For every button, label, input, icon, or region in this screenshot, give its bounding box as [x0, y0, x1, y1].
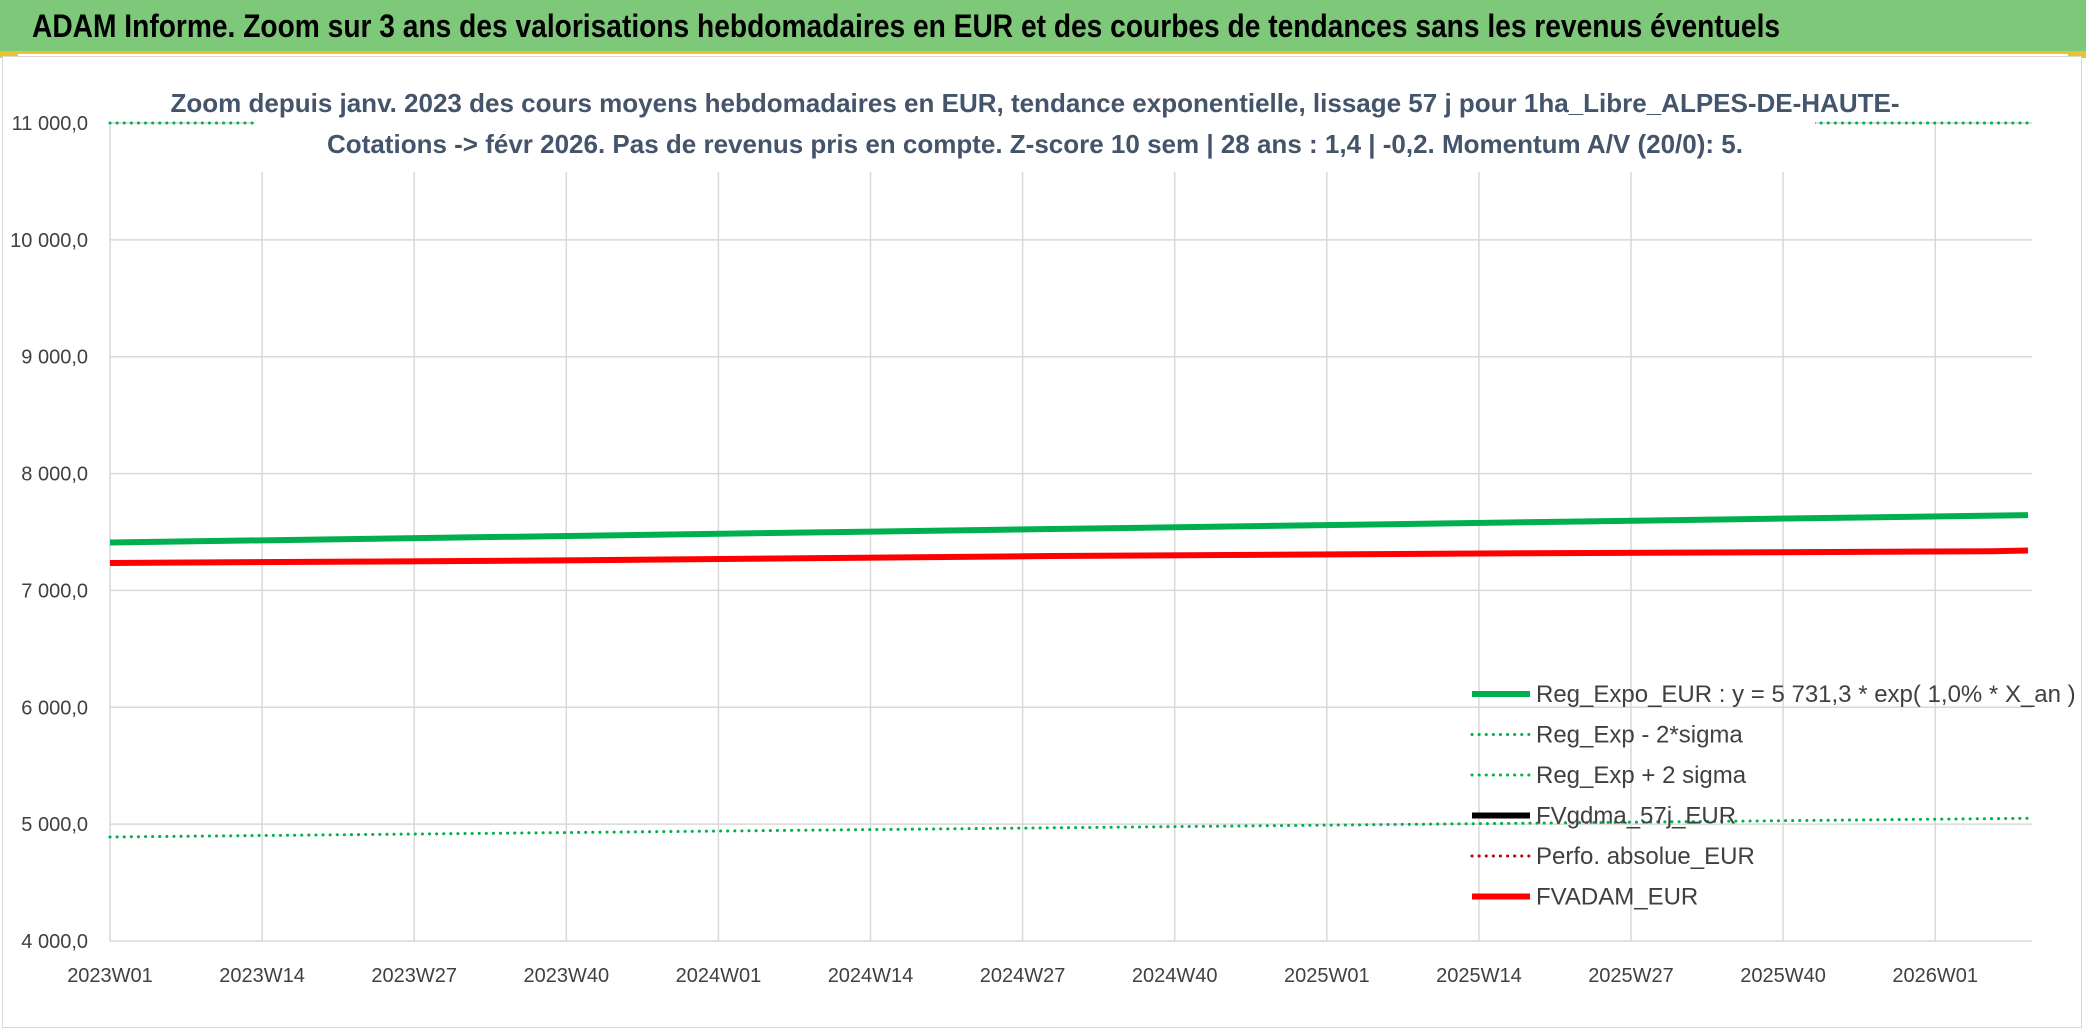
x-tick-label: 2023W27	[371, 965, 457, 987]
y-tick-label: 10 000,0	[10, 230, 88, 252]
y-tick-label: 5 000,0	[21, 814, 88, 836]
legend-entry-2: Reg_Exp + 2 sigma	[1536, 762, 1747, 789]
legend-entry-1: Reg_Exp - 2*sigma	[1536, 722, 1743, 749]
legend-entry-0: Reg_Expo_EUR : y = 5 731,3 * exp( 1,0% *…	[1536, 681, 2076, 708]
y-tick-label: 11 000,0	[12, 113, 88, 135]
x-axis-ticks: 2023W01 2023W14 2023W27 2023W40 2024W01 2024W…	[67, 965, 1978, 987]
y-tick-label: 9 000,0	[21, 347, 88, 369]
y-tick-label: 7 000,0	[21, 580, 88, 602]
series-line-0	[109, 512, 2029, 546]
series-line-5	[109, 547, 2029, 566]
x-tick-label: 2024W14	[828, 965, 914, 987]
chart-title: Zoom depuis janv. 2023 des cours moyens …	[171, 68, 1900, 172]
grid-lines	[109, 122, 2032, 942]
legend-entry-3: FVgdma_57j_EUR	[1536, 803, 1736, 830]
x-tick-label: 2025W01	[1284, 965, 1370, 987]
series-line-1	[108, 816, 2030, 839]
x-tick-label: 2025W14	[1436, 965, 1522, 987]
chart-title-line-2: Cotations -> févr 2026. Pas de revenus p…	[327, 129, 1743, 159]
legend: Reg_Expo_EUR : y = 5 731,3 * exp( 1,0% *…	[1470, 681, 2076, 911]
y-tick-label: 8 000,0	[21, 464, 88, 486]
x-tick-label: 2023W40	[523, 965, 609, 987]
report-banner: ADAM Informe. Zoom sur 3 ans des valoris…	[0, 0, 2086, 54]
report-title: ADAM Informe. Zoom sur 3 ans des valoris…	[32, 8, 1781, 44]
y-axis-ticks: 4 000,0 5 000,0 6 000,0 7 000,0 8 000,0 9 000…	[10, 113, 88, 953]
x-tick-label: 2024W01	[676, 965, 762, 987]
x-tick-label: 2025W27	[1588, 965, 1674, 987]
y-tick-label: 4 000,0	[21, 931, 88, 953]
x-tick-label: 2026W01	[1892, 965, 1978, 987]
legend-entry-5: FVADAM_EUR	[1536, 884, 1698, 911]
x-tick-label: 2023W14	[219, 965, 305, 987]
legend-entry-4: Perfo. absolue_EUR	[1536, 843, 1755, 870]
x-tick-label: 2024W40	[1132, 965, 1218, 987]
title-backdrop	[255, 68, 1815, 172]
y-tick-label: 6 000,0	[21, 697, 88, 719]
x-tick-label: 2025W40	[1740, 965, 1826, 987]
x-tick-label: 2023W01	[67, 965, 153, 987]
chart-title-line-1: Zoom depuis janv. 2023 des cours moyens …	[171, 88, 1900, 118]
x-tick-label: 2024W27	[980, 965, 1066, 987]
